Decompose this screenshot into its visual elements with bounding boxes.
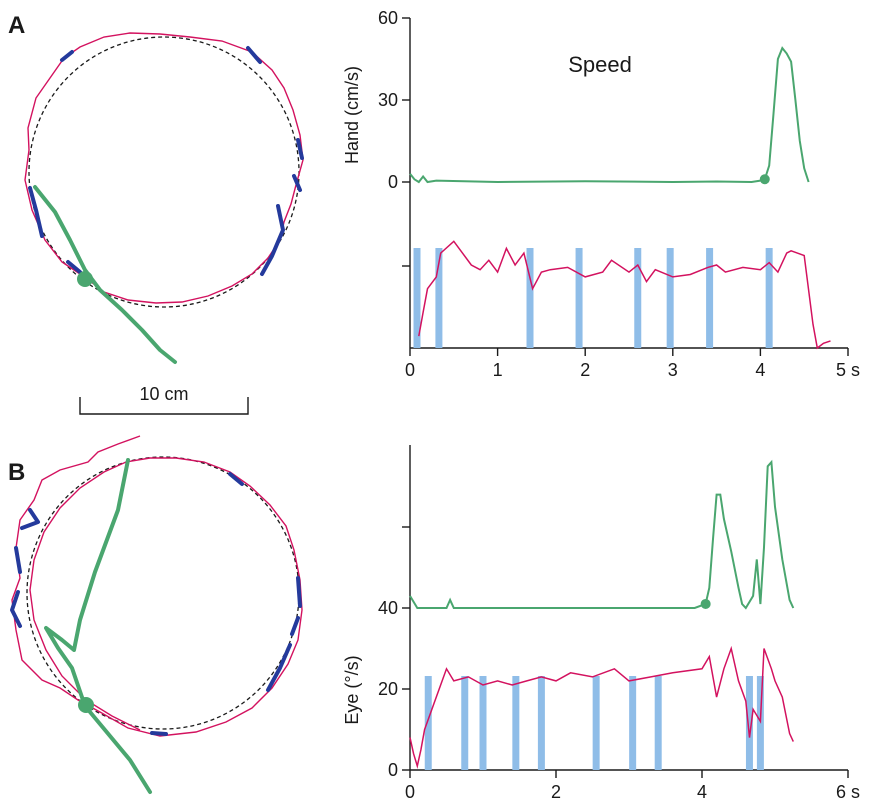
panel-b-blue-segment	[268, 645, 290, 690]
panel-b-speed-chart: Eye (°/s) 0 20 40 0 2 4 6 s	[342, 445, 860, 802]
panel-b-event-marker	[655, 676, 662, 770]
panel-a-letter: A	[8, 12, 25, 39]
panel-b-hand-path	[12, 436, 302, 736]
panel-b-trajectory	[12, 436, 302, 792]
panel-b-y-axis-label: Eye (°/s)	[342, 655, 362, 724]
panel-b-blue-segment	[292, 618, 298, 634]
panel-b-event-marker	[629, 676, 636, 770]
panel-b-x-tick-label: 2	[551, 782, 561, 802]
panel-a-trajectory	[25, 33, 303, 362]
panel-b-event-marker	[512, 676, 519, 770]
panel-a-speed-chart: Speed Hand (cm/s) 0 30 60 0 1 2 3 4 5 s	[342, 8, 860, 380]
panel-b-x-tick-label: 4	[697, 782, 707, 802]
panel-a-event-marker	[527, 248, 534, 348]
panel-a-y-tick-label: 60	[378, 8, 398, 28]
panel-a-onset-marker	[760, 174, 770, 184]
panel-a-x-tick-label: 4	[755, 360, 765, 380]
panel-b-blue-segment	[152, 733, 166, 734]
panel-b-event-marker	[538, 676, 545, 770]
panel-b-event-marker	[425, 676, 432, 770]
panel-b-y-tick-label: 40	[378, 598, 398, 618]
panel-a-blue-segment	[248, 48, 260, 62]
panel-b-blue-segment	[298, 578, 300, 606]
panel-a-onset-dot	[77, 271, 93, 287]
panel-b-y-tick-label: 20	[378, 679, 398, 699]
panel-b-blue-segment	[16, 548, 20, 572]
panel-b-event-marker	[593, 676, 600, 770]
panel-a-blue-segment	[262, 206, 283, 274]
panel-a-y-axis-label: Hand (cm/s)	[342, 66, 362, 164]
panel-b-onset-dot	[78, 697, 94, 713]
panel-a-x-tick-label: 1	[493, 360, 503, 380]
panel-a-x-tick-label: 0	[405, 360, 415, 380]
panel-b-letter: B	[8, 459, 25, 486]
panel-b-x-tick-label: 0	[405, 782, 415, 802]
panel-b-event-marker	[461, 676, 468, 770]
panel-a-x-tick-label: 3	[668, 360, 678, 380]
panel-a-event-marker	[634, 248, 641, 348]
panel-b-event-marker	[480, 676, 487, 770]
panel-a-x-tick-label: 2	[580, 360, 590, 380]
panel-b-target-circle	[27, 457, 299, 729]
panel-a-event-marker	[667, 248, 674, 348]
panel-a-speed-title: Speed	[568, 52, 632, 77]
scale-bar: 10 cm	[80, 384, 248, 414]
panel-b-onset-marker	[701, 599, 711, 609]
panel-a-green-path	[35, 187, 175, 362]
scale-bar-label: 10 cm	[139, 384, 188, 404]
panel-a-y-tick-label: 30	[378, 90, 398, 110]
panel-b-event-marker	[757, 676, 764, 770]
panel-b-green-path	[46, 460, 150, 792]
panel-b-y-tick-label: 0	[388, 760, 398, 780]
panel-b-x-tick-label: 6 s	[836, 782, 860, 802]
panel-a-x-tick-label: 5 s	[836, 360, 860, 380]
panel-a-blue-segment	[62, 52, 72, 60]
panel-a-y-tick-label: 0	[388, 172, 398, 192]
panel-a-event-marker	[576, 248, 583, 348]
panel-a-event-marker	[706, 248, 713, 348]
panel-b-speed-series-line	[410, 462, 793, 608]
